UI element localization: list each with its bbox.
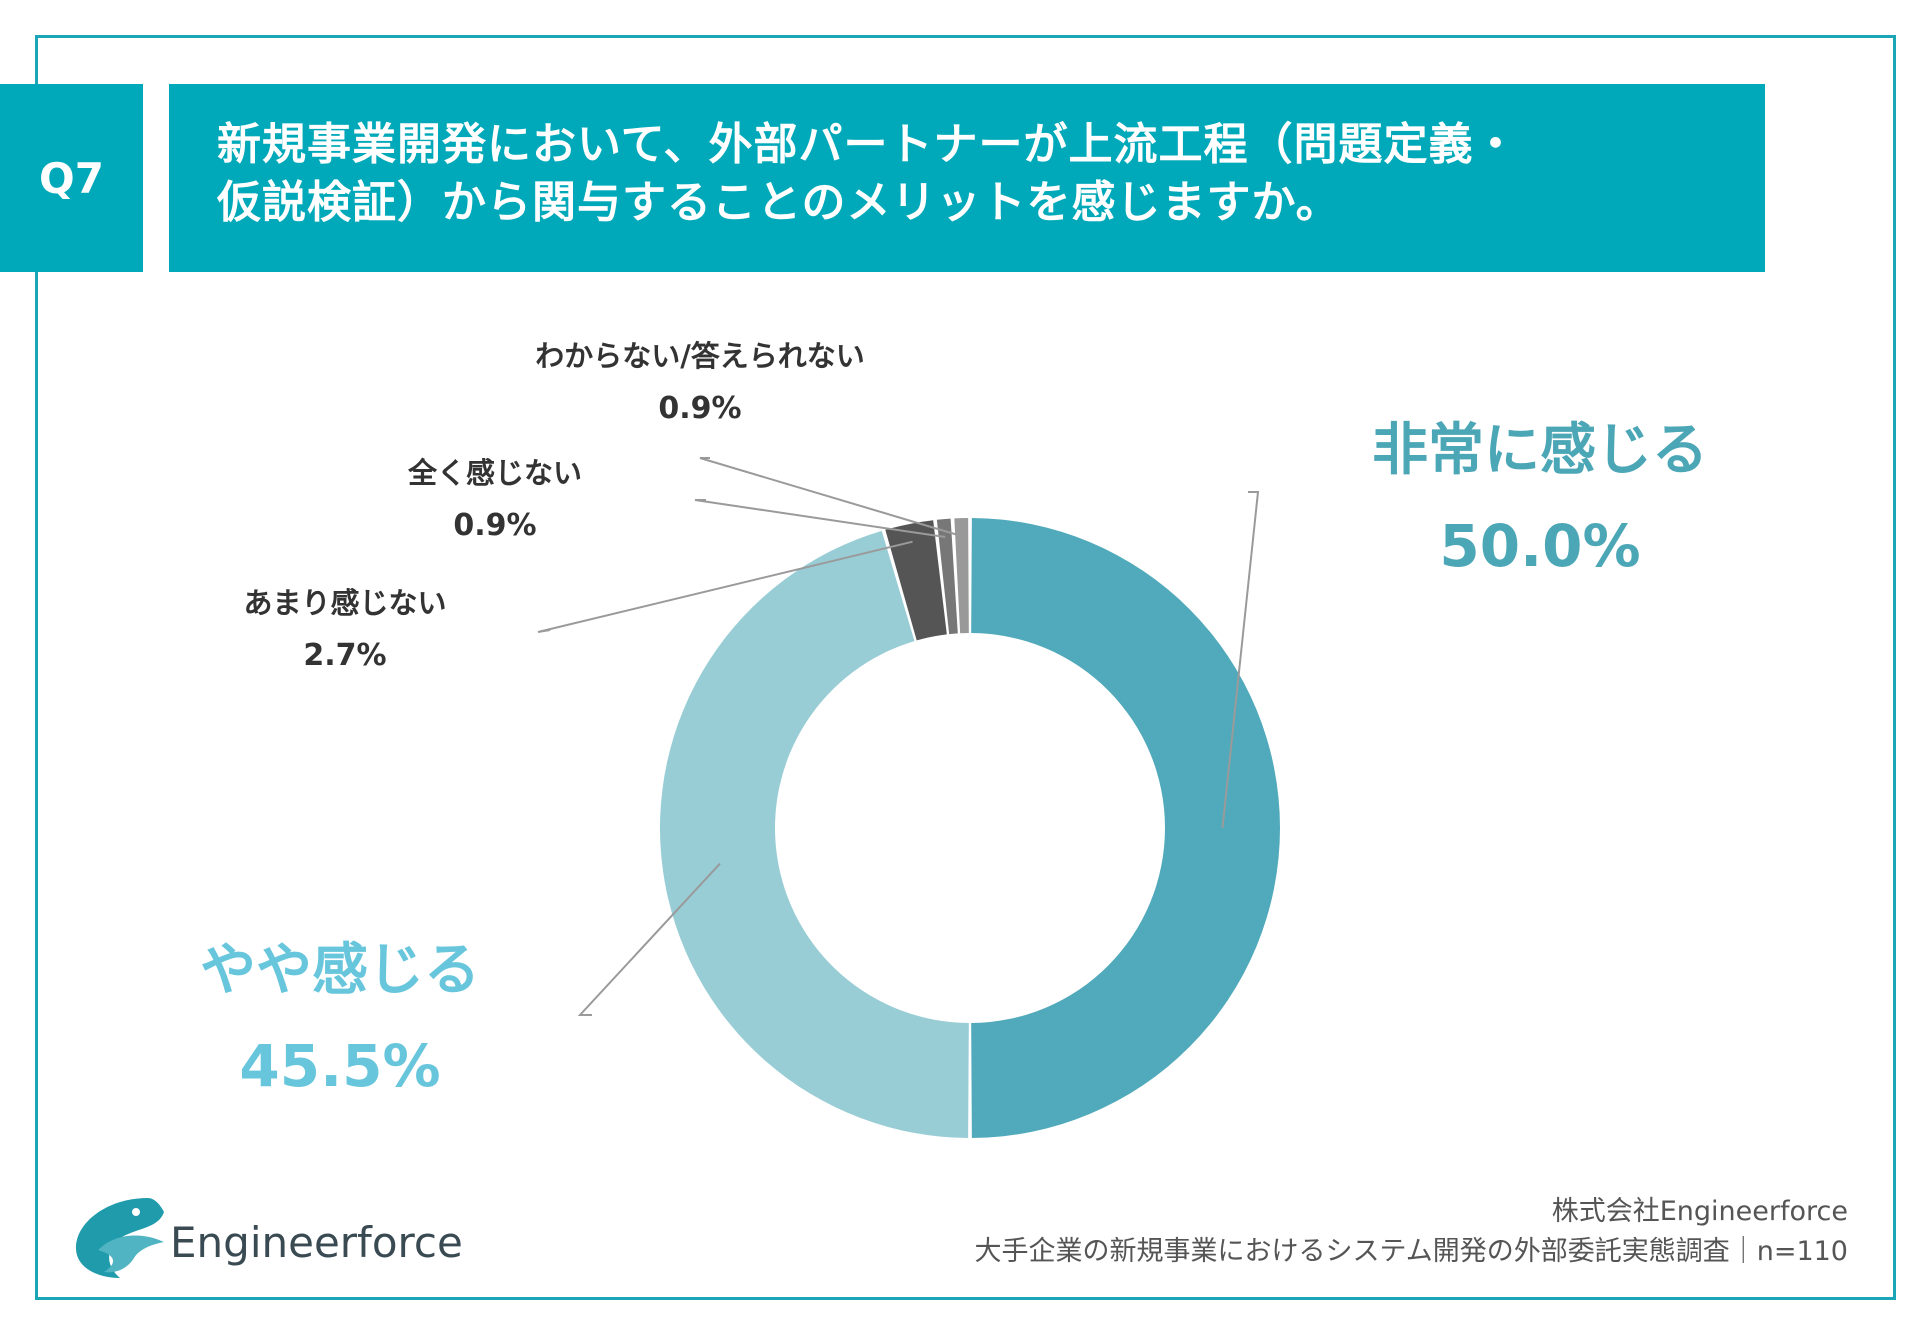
leader-line-unknown [699, 457, 963, 538]
slice-somewhat [660, 530, 969, 1138]
label-group-1: やや感じる 45.5% [160, 925, 520, 1100]
footer-company: 株式会社Engineerforce [1551, 1196, 1848, 1227]
label-group-4: わからない/答えられない 0.9% [480, 333, 920, 426]
leader-line-very-much [1221, 491, 1260, 829]
slice-unknown [954, 518, 969, 634]
category-label-very-much: 非常に感じる [1372, 418, 1708, 483]
question-number-badge: Q7 [0, 84, 143, 272]
category-label-somewhat: やや感じる [200, 938, 480, 1003]
label-group-3: 全く感じない 0.9% [360, 450, 630, 543]
leader-line-not-at-all [694, 499, 946, 539]
footer-survey: 大手企業の新規事業におけるシステム開発の外部委託実態調査｜n=110 [974, 1236, 1848, 1267]
slice-not-at-all [936, 518, 958, 635]
category-label-unknown: わからない/答えられない [535, 339, 865, 373]
value-label-not-at-all: 0.9% [453, 508, 537, 543]
footer-source: 株式会社Engineerforce 大手企業の新規事業におけるシステム開発の外部… [975, 1192, 1848, 1272]
leader-line-somewhat [577, 862, 721, 1016]
value-label-somewhat: 45.5% [239, 1032, 441, 1100]
logo-text: Engineerforce [170, 1218, 463, 1267]
outer-frame [35, 35, 1896, 1300]
category-label-not-much: あまり感じない [243, 586, 447, 620]
question-title-bar: 新規事業開発において、外部パートナーが上流工程（問題定義・ 仮説検証）から関与す… [169, 84, 1765, 272]
question-title-line-1: 新規事業開発において、外部パートナーが上流工程（問題定義・ [217, 119, 1519, 170]
label-group-2: あまり感じない 2.7% [205, 580, 485, 673]
value-label-unknown: 0.9% [658, 391, 742, 426]
category-label-not-at-all: 全く感じない [407, 456, 582, 490]
question-title-line-2: 仮説検証）から関与することのメリットを感じますか。 [217, 177, 1341, 228]
value-label-not-much: 2.7% [303, 638, 387, 673]
leader-line-not-much [537, 540, 913, 633]
slice-not-much [885, 520, 947, 641]
label-group-0: 非常に感じる 50.0% [1340, 405, 1740, 580]
value-label-very-much: 50.0% [1439, 512, 1641, 580]
slice-very-much [971, 518, 1280, 1138]
bird-logo-icon [76, 1198, 164, 1278]
